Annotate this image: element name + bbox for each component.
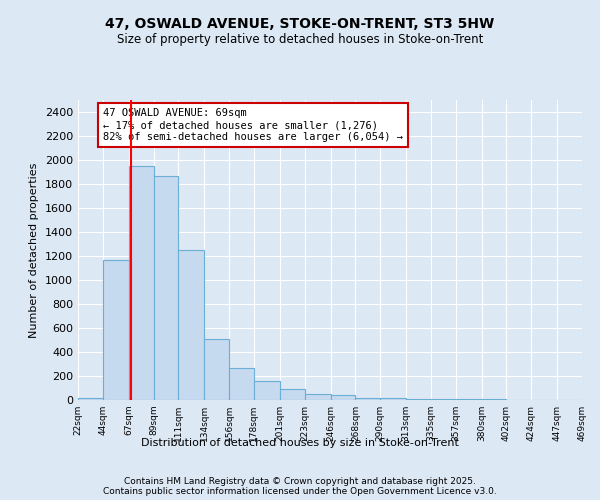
Bar (254, 382, 280, 400)
Bar (78, 398, 103, 400)
Bar (129, 166, 154, 400)
Text: 47 OSWALD AVENUE: 69sqm
← 17% of detached houses are smaller (1,276)
82% of semi: 47 OSWALD AVENUE: 69sqm ← 17% of detache… (103, 108, 403, 142)
Y-axis label: Number of detached properties: Number of detached properties (29, 162, 40, 338)
Bar (305, 394, 331, 400)
Bar (154, 176, 178, 400)
Bar (280, 389, 305, 400)
Bar (380, 398, 406, 400)
Text: Size of property relative to detached houses in Stoke-on-Trent: Size of property relative to detached ho… (117, 32, 483, 46)
Bar (431, 399, 456, 400)
Bar (406, 399, 431, 400)
Text: Contains HM Land Registry data © Crown copyright and database right 2025.: Contains HM Land Registry data © Crown c… (124, 478, 476, 486)
Bar (178, 250, 204, 400)
Bar (355, 398, 380, 400)
Text: Contains public sector information licensed under the Open Government Licence v3: Contains public sector information licen… (103, 488, 497, 496)
Text: Distribution of detached houses by size in Stoke-on-Trent: Distribution of detached houses by size … (141, 438, 459, 448)
Bar (204, 339, 229, 400)
Bar (229, 368, 254, 400)
Text: 47, OSWALD AVENUE, STOKE-ON-TRENT, ST3 5HW: 47, OSWALD AVENUE, STOKE-ON-TRENT, ST3 5… (106, 18, 494, 32)
Bar (331, 395, 355, 400)
Bar (103, 260, 129, 400)
